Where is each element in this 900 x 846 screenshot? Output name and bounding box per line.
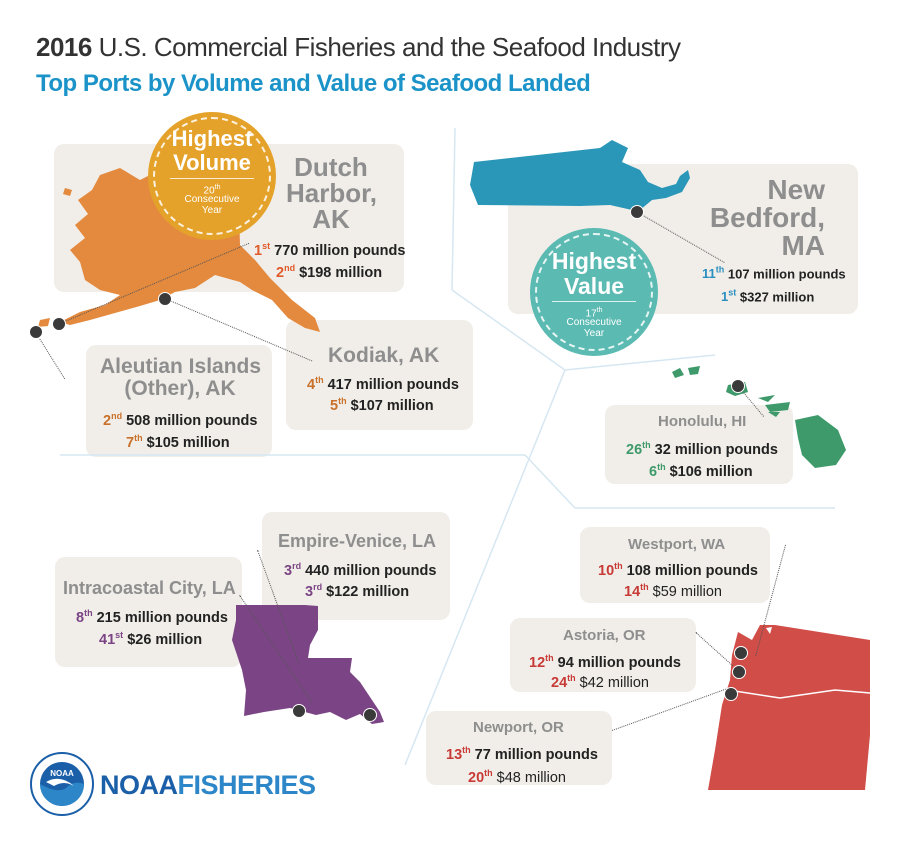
- port-dot-astoria: [732, 665, 746, 679]
- port-dot-newport: [724, 687, 738, 701]
- card-aleutian: [86, 345, 272, 457]
- noaa-seal-icon: NOAA: [30, 752, 94, 816]
- highest-value-badge: Highest Value 17th Consecutive Year: [530, 228, 658, 356]
- stat-value-newport: 20th $48 million: [468, 768, 566, 786]
- main-title: 2016 U.S. Commercial Fisheries and the S…: [36, 32, 681, 62]
- noaa-fisheries-wordmark: NOAAFISHERIES: [100, 770, 316, 800]
- port-name-new-bedford: New Bedford, MA: [709, 174, 825, 261]
- stat-value-aleutian: 7th $105 million: [126, 433, 230, 451]
- stat-value-dutch-harbor: 2nd $198 million: [276, 263, 383, 281]
- stat-volume-westport: 10th 108 million pounds: [598, 561, 758, 579]
- port-name-honolulu: Honolulu, HI: [658, 413, 747, 430]
- section-divider-lines: [60, 127, 835, 766]
- card-empire-venice: [262, 512, 450, 620]
- port-name-aleutian: Aleutian Islands (Other), AK: [100, 355, 262, 401]
- highest-volume-badge: Highest Volume 20th Consecutive Year: [148, 112, 276, 240]
- stat-volume-intracoastal: 8th 215 million pounds: [76, 608, 228, 626]
- port-name-empire-venice: Empire-Venice, LA: [278, 531, 437, 551]
- subtitle: Top Ports by Volume and Value of Seafood…: [36, 70, 591, 97]
- port-name-kodiak: Kodiak, AK: [328, 344, 440, 367]
- card-honolulu: [605, 405, 793, 484]
- card-westport: [580, 527, 770, 603]
- port-name-westport: Westport, WA: [628, 536, 726, 553]
- port-dot-new-bedford: [630, 205, 644, 219]
- stat-value-astoria: 24th $42 million: [551, 673, 649, 691]
- stat-value-empire-venice: 3rd $122 million: [305, 582, 410, 600]
- wa-or-border: [727, 689, 871, 699]
- stat-volume-newport: 13th 77 million pounds: [446, 745, 598, 763]
- stat-volume-empire-venice: 3rd 440 million pounds: [284, 561, 437, 579]
- port-name-astoria: Astoria, OR: [563, 627, 646, 644]
- svg-text:NOAA: NOAA: [50, 769, 74, 778]
- stat-volume-honolulu: 26th 32 million pounds: [626, 440, 778, 458]
- port-dot-dutch-harbor: [52, 317, 66, 331]
- stat-value-kodiak: 5th $107 million: [330, 396, 434, 414]
- stat-volume-dutch-harbor: 1st 770 million pounds: [254, 241, 406, 259]
- port-dot-kodiak: [158, 292, 172, 306]
- port-dot-empire-venice: [363, 708, 377, 722]
- stat-volume-new-bedford: 11th 107 million pounds: [702, 265, 846, 282]
- port-dot-westport: [734, 646, 748, 660]
- port-dot-honolulu: [731, 379, 745, 393]
- stat-volume-astoria: 12th 94 million pounds: [529, 653, 681, 671]
- alaska-map: [38, 168, 320, 332]
- port-name-dutch-harbor: Dutch Harbor, AK: [286, 152, 378, 234]
- card-kodiak: [286, 320, 473, 430]
- stat-volume-kodiak: 4th 417 million pounds: [307, 375, 459, 393]
- stat-value-new-bedford: 1st $327 million: [721, 288, 815, 305]
- port-dot-aleutian: [29, 325, 43, 339]
- port-dot-intracoastal: [292, 704, 306, 718]
- card-intracoastal: [55, 557, 242, 667]
- port-name-newport: Newport, OR: [473, 719, 564, 736]
- pacific-northwest-map: [708, 625, 870, 790]
- stat-value-intracoastal: 41st $26 million: [99, 630, 203, 648]
- stat-value-honolulu: 6th $106 million: [649, 462, 753, 480]
- massachusetts-map: [470, 140, 690, 210]
- port-name-intracoastal: Intracoastal City, LA: [63, 578, 236, 598]
- stat-volume-aleutian: 2nd 508 million pounds: [103, 411, 258, 429]
- stat-value-westport: 14th $59 million: [624, 582, 722, 600]
- card-newport: [426, 711, 612, 785]
- card-astoria: [510, 618, 696, 692]
- louisiana-map: [232, 605, 384, 724]
